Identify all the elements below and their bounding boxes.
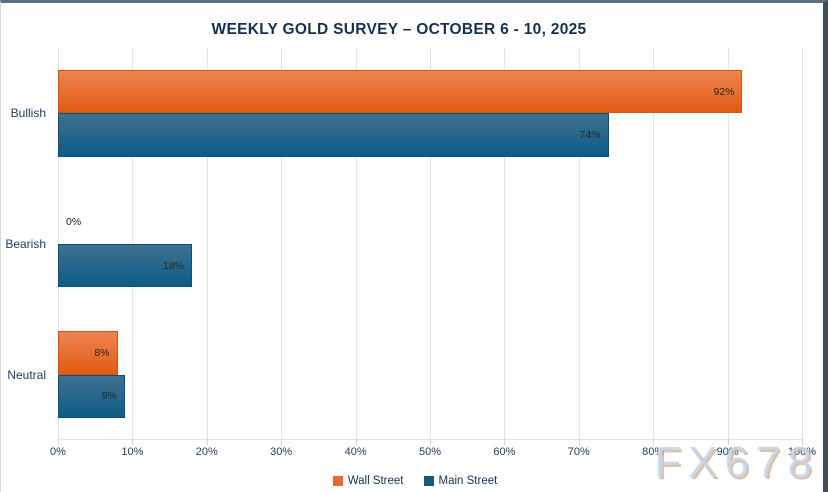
x-axis-tick-mark [58,439,59,445]
bar-main-street-bullish [58,113,609,157]
plot-area: 0% 10% 20% 30% 40% 50% 60% 70% 80% 90% 100% Bullish… [5,48,816,458]
category-label: Bearish [5,236,46,251]
x-axis-tick-mark [206,439,208,445]
bar-slot: 8% [58,331,802,375]
x-axis-tick-label: 0% [50,446,66,458]
gridline [206,48,208,439]
legend-swatch-icon [332,476,343,486]
x-axis-tick-label: 90% [716,446,739,458]
x-axis-tick-label: 80% [642,446,665,458]
bar-main-street-neutral [58,374,125,419]
x-axis-tick-label: 50% [418,446,442,458]
category-row-bearish: Bearish 0% 18% [5,179,802,310]
legend-item-wall-street: Wall Street [332,475,404,487]
gridline [578,48,580,439]
bar-slot: 92% [58,69,802,114]
bar-wall-street-neutral [58,331,118,375]
gridline [281,48,283,439]
gridline [58,48,59,439]
x-axis-tick-mark [578,439,580,445]
x-axis-tick-mark [653,439,655,445]
legend-item-main-street: Main Street [423,475,498,487]
chart-title: WEEKLY GOLD SURVEY – OCTOBER 6 - 10, 202… [211,21,587,38]
x-axis-tick-label: 100% [787,446,817,458]
x-axis-tick-mark [727,439,729,445]
gridline [727,48,729,439]
gridline [653,48,655,439]
bar-wall-street-bullish [58,69,743,114]
bar-slot: 0% [58,200,802,244]
x-axis-tick-mark [802,439,803,445]
value-label: 0% [66,216,82,229]
bar-slot: 18% [58,243,802,288]
x-axis-tick-mark [132,439,134,445]
value-label: 9% [101,390,117,403]
x-axis-tick-mark [281,439,283,445]
gridline [802,48,803,439]
legend-swatch-icon [423,476,434,486]
x-axis-tick-mark [430,439,431,445]
value-label: 8% [94,346,110,359]
gridline [430,48,431,439]
category-label: Bullish [10,106,46,121]
category-row-bullish: Bullish 92% 74% [11,48,802,179]
x-axis-tick-label: 10% [121,446,144,458]
x-axis-tick-label: 40% [344,446,367,458]
category-row-neutral: Neutral 8% 9% [7,309,802,440]
bar-main-street-bearish [58,243,192,288]
value-label: 18% [162,259,184,272]
x-axis-tick-label: 60% [493,446,516,458]
legend-label: Main Street [438,475,498,487]
gridline [132,48,134,439]
x-axis-tick-label: 30% [270,446,293,458]
x-axis-tick-mark [355,439,357,445]
x-axis-tick-mark [504,439,506,445]
bar-slot: 74% [58,113,802,157]
gridline [355,48,357,439]
category-label: Neutral [7,367,46,382]
bar-slot: 9% [58,374,802,419]
gridline [504,48,506,439]
x-axis-tick-label: 20% [195,446,218,458]
legend-label: Wall Street [347,475,404,487]
value-label: 92% [713,85,735,98]
value-label: 74% [579,129,601,142]
x-axis-tick-label: 70% [567,446,590,458]
chart-legend: Wall Street Main Street [1,475,823,487]
